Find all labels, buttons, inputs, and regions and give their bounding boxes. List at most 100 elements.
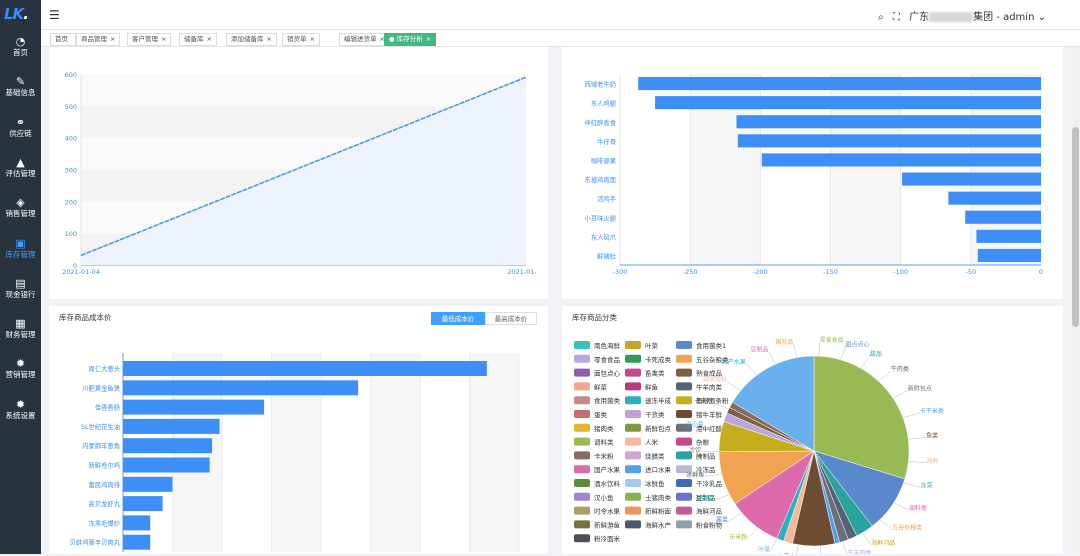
- tab-0[interactable]: 首页: [50, 33, 76, 46]
- y-tick-label: 400: [65, 135, 77, 143]
- category-label: 川肥黄金鱼煲: [82, 383, 120, 392]
- tab-1[interactable]: 商品管理×: [76, 33, 120, 46]
- sidebar-item-3[interactable]: ▲评估管理: [0, 154, 41, 192]
- tab-7[interactable]: ● 库存分析×: [384, 33, 436, 46]
- category-label: 周仁大葱头: [89, 364, 120, 373]
- legend-label: 蛋类: [594, 410, 608, 419]
- sidebar-item-label: 销售管理: [0, 209, 45, 219]
- legend-label: 卡死成类: [645, 355, 672, 364]
- bar: [965, 211, 1041, 224]
- category-label: 鲜猪肚: [597, 251, 617, 260]
- label-leader: [903, 413, 920, 418]
- category-label: 小豆味火腿: [585, 213, 617, 222]
- grid-band: [371, 353, 421, 552]
- settings-icon: ✹: [0, 398, 41, 411]
- slice-label: 海鲜河品: [871, 539, 895, 547]
- x-tick-label: -50: [966, 268, 977, 276]
- page-scrollbar[interactable]: [1071, 47, 1080, 554]
- tab-5[interactable]: 销货单×: [282, 33, 320, 46]
- highest-cost-button[interactable]: 最高成本价: [485, 312, 537, 325]
- sidebar-item-0[interactable]: ◔首页: [0, 33, 41, 71]
- label-leader: [747, 528, 758, 539]
- legend-label: 食用菌类1: [696, 341, 726, 350]
- legend-swatch: [574, 479, 590, 487]
- link-icon: ⚭: [0, 116, 41, 129]
- legend-label: 面包点心: [594, 369, 621, 378]
- tab-4[interactable]: 添加储备库×: [226, 33, 277, 46]
- bar: [655, 96, 1041, 109]
- tab-close-icon[interactable]: ×: [207, 35, 212, 43]
- bar: [638, 77, 1041, 90]
- slice-label: 菌类: [716, 516, 728, 524]
- slice-label: 鱼类: [926, 431, 938, 439]
- org-name-suffix: 集团: [973, 12, 993, 23]
- sidebar-item-6[interactable]: ▤现金银行: [0, 275, 41, 313]
- category-label: 新鲜卷尔鸡: [89, 461, 120, 470]
- legend-swatch: [625, 424, 641, 432]
- chevron-down-icon[interactable]: ⌄: [1038, 12, 1046, 23]
- sidebar-item-1[interactable]: ✎基础信息: [0, 73, 41, 111]
- hamburger-menu-icon[interactable]: ☰: [49, 8, 60, 22]
- label-leader: [770, 539, 777, 552]
- category-label: 内蒙肺羊葱角: [82, 441, 120, 450]
- category-label: 伴红醉香食: [585, 118, 617, 127]
- tab-label: 储备库: [184, 35, 204, 43]
- category-label: 西域老牛奶: [585, 80, 616, 89]
- top-header: ☰ ⌕ ⛶ 广东 集团 - admin ⌄: [41, 0, 1080, 29]
- user-menu[interactable]: - admin: [996, 12, 1034, 23]
- tab-label: 首页: [55, 35, 68, 43]
- sidebar-item-9[interactable]: ✹系统设置: [0, 396, 41, 434]
- sidebar-item-label: 首页: [0, 48, 45, 58]
- warehouse-icon: ▣: [0, 237, 41, 250]
- search-icon[interactable]: ⌕: [878, 12, 884, 23]
- legend-swatch: [676, 520, 692, 528]
- sidebar-item-5[interactable]: ▣库存管理: [0, 235, 41, 273]
- tab-close-icon[interactable]: ×: [426, 35, 431, 43]
- legend-label: 猪肉类: [594, 424, 614, 433]
- slice-label: 五谷杂粮类: [892, 524, 922, 532]
- legend-label: 新鲜包点: [645, 424, 672, 433]
- tab-3[interactable]: 储备库×: [179, 33, 217, 46]
- slice-label: 卡米粉: [695, 397, 713, 405]
- legend-swatch: [574, 493, 590, 501]
- x-tick-label: -300: [613, 268, 628, 276]
- tab-close-icon[interactable]: ×: [267, 35, 272, 43]
- legend-label: 南色海鲜: [594, 341, 621, 350]
- category-label: 牛仔骨: [597, 137, 616, 146]
- tab-2[interactable]: 客户管理×: [127, 33, 171, 46]
- bar: [902, 173, 1041, 186]
- scrollbar-thumb[interactable]: [1072, 127, 1079, 327]
- legend-swatch: [625, 451, 641, 459]
- legend-label: 新鲜游鱼: [594, 520, 621, 529]
- y-tick-label: 500: [65, 103, 77, 111]
- tab-close-icon[interactable]: ×: [161, 35, 166, 43]
- slice-label: 乐米粉: [729, 533, 747, 541]
- grid-band: [470, 353, 520, 552]
- sidebar-item-7[interactable]: ▦财务管理: [0, 315, 41, 353]
- sidebar-item-4[interactable]: ◈销售管理: [0, 194, 41, 232]
- fullscreen-icon[interactable]: ⛶: [893, 12, 900, 23]
- bar: [123, 438, 212, 453]
- slice-label: 甜点点心: [846, 340, 870, 348]
- app-logo[interactable]: LK.: [4, 5, 38, 27]
- tab-label: 添加储备库: [231, 35, 264, 43]
- tab-close-icon[interactable]: ×: [110, 35, 115, 43]
- slice-label: 卡干米类: [920, 407, 944, 415]
- sidebar-item-2[interactable]: ⚭供应链: [0, 114, 41, 152]
- legend-swatch: [574, 438, 590, 446]
- legend-swatch: [625, 355, 641, 363]
- legend-swatch: [574, 355, 590, 363]
- legend-label: 卡米粉: [594, 451, 614, 460]
- tab-6[interactable]: 编辑进货单×: [339, 33, 390, 46]
- label-leader: [727, 382, 741, 391]
- label-leader: [908, 461, 926, 463]
- org-name-prefix: 广东: [909, 12, 929, 23]
- lowest-cost-button[interactable]: 最低成本价: [431, 312, 485, 325]
- sidebar-item-8[interactable]: ✹营销管理: [0, 355, 41, 393]
- label-leader: [908, 437, 926, 439]
- dashboard-icon: ◔: [0, 35, 41, 48]
- tab-close-icon[interactable]: ×: [310, 35, 315, 43]
- legend-swatch: [574, 465, 590, 473]
